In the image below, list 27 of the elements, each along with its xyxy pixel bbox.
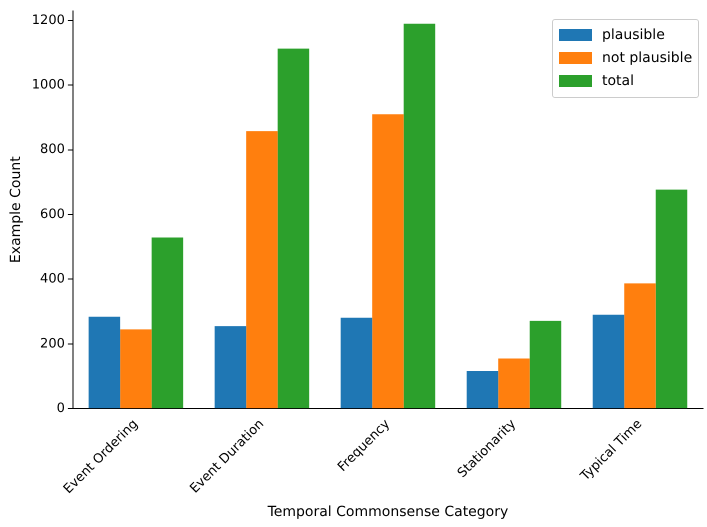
bar [624,283,656,408]
bar [152,238,184,408]
bar [120,329,152,408]
bar [372,114,404,408]
bar [246,131,278,408]
y-tick-label: 600 [40,206,65,222]
legend-label: not plausible [602,50,692,66]
y-tick-label: 0 [56,400,65,416]
bar [530,320,562,408]
bar [278,48,310,408]
legend-label: total [602,73,634,90]
bar [592,314,624,408]
y-tick-label: 1000 [32,78,65,93]
bar [214,326,246,408]
y-axis-title: Example Count [8,156,24,264]
x-axis-title: Temporal Commonsense Category [266,504,508,520]
bar [656,190,688,408]
bar [88,316,120,408]
bar [466,371,498,408]
legend-label: plausible [602,27,665,44]
y-tick-label: 400 [40,272,65,287]
bar [340,318,372,408]
y-tick-label: 1200 [32,12,65,28]
bar [498,358,530,408]
y-tick-label: 800 [40,142,65,158]
bar [404,24,436,408]
y-tick-label: 200 [40,336,65,352]
